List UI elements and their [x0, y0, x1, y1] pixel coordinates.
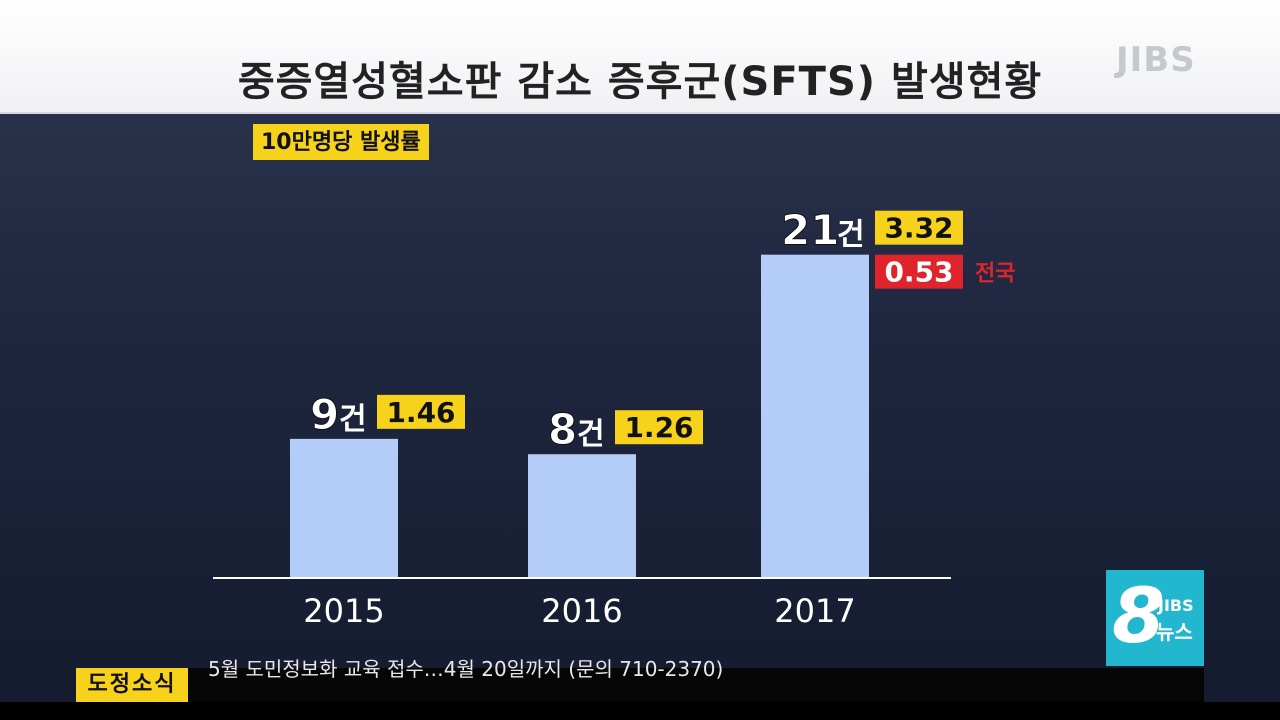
rate-box: [875, 210, 963, 245]
logo-news-label: 뉴스: [1156, 620, 1193, 644]
logo-number: 8: [1112, 571, 1165, 660]
rate-box: [377, 394, 465, 429]
rate-value-label: 1.26: [624, 411, 693, 444]
ticker-label: 도정소식: [76, 668, 188, 702]
x-tick-label: 2016: [541, 592, 622, 630]
unit-label: 10만명당 발생률: [253, 124, 429, 160]
rate-value-label: 3.32: [884, 212, 953, 245]
x-tick-label: 2017: [774, 592, 855, 630]
rate-box: [615, 410, 703, 445]
chart-title: 중증열성혈소판 감소 증후군(SFTS) 발생현황: [237, 59, 1043, 105]
bottom-strip: [0, 702, 1280, 720]
count-value-label: 9: [310, 390, 339, 439]
ticker-text: 5월 도민정보화 교육 접수…4월 20일까지 (문의 710-2370): [208, 657, 724, 681]
bar: [528, 454, 636, 577]
title-bar: 중증열성혈소판 감소 증후군(SFTS) 발생현황 JIBS: [0, 0, 1280, 114]
news-ticker: 도정소식 5월 도민정보화 교육 접수…4월 20일까지 (문의 710-237…: [76, 657, 1204, 702]
count-value-label: 21: [781, 206, 839, 255]
count-unit-label: 건: [577, 417, 605, 452]
national-rate-label: 전국: [975, 262, 1015, 287]
news-program-logo: 8 JIBS 뉴스: [1106, 570, 1204, 666]
national-rate-box: [875, 254, 963, 289]
bar: [290, 438, 398, 577]
count-value-label: 8: [548, 405, 577, 454]
bar: [761, 254, 869, 577]
count-unit-label: 건: [837, 218, 865, 253]
logo-brand: JIBS: [1158, 596, 1194, 615]
national-rate-value: 0.53: [884, 256, 953, 289]
station-logo: JIBS: [1116, 40, 1196, 80]
x-tick-label: 2015: [303, 592, 384, 630]
count-unit-label: 건: [339, 402, 367, 437]
rate-value-label: 1.46: [386, 396, 455, 429]
